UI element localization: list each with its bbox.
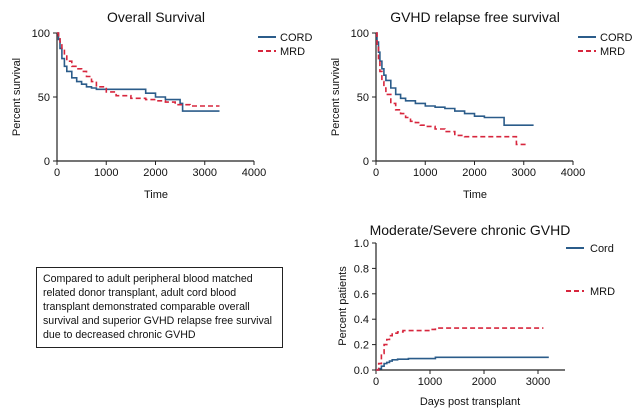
series-line-mrd <box>57 32 220 107</box>
legend-label-cord: Cord <box>590 243 614 255</box>
chronic-gvhd-panel: Moderate/Severe chronic GVHD Days post t… <box>337 222 615 408</box>
chart-title: Overall Survival <box>107 9 205 25</box>
y-tick-label: 50 <box>38 92 50 104</box>
series-line-cord <box>376 356 549 371</box>
x-tick-label: 4000 <box>242 167 266 179</box>
x-tick-label: 1000 <box>418 376 442 388</box>
y-tick-label: 0.2 <box>354 340 369 352</box>
x-axis-label: Days post transplant <box>420 396 520 408</box>
y-tick-label: 0.8 <box>354 263 369 275</box>
x-tick-label: 1000 <box>413 167 437 179</box>
y-tick-label: 100 <box>351 28 369 40</box>
chart-title: GVHD relapse free survival <box>390 9 560 25</box>
legend-label-mrd: MRD <box>280 46 305 58</box>
legend: CORD MRD <box>578 32 632 58</box>
y-tick-label: 0.0 <box>354 365 369 377</box>
x-tick-label: 0 <box>373 167 379 179</box>
y-tick-label: 0.6 <box>354 289 369 301</box>
y-tick-label: 1.0 <box>354 238 369 250</box>
y-axis-label: Percent survival <box>330 58 342 136</box>
chart-title: Moderate/Severe chronic GVHD <box>370 222 571 238</box>
series-line-cord <box>376 32 534 126</box>
summary-text: Compared to adult peripheral blood match… <box>43 273 273 341</box>
legend-label-mrd: MRD <box>590 286 615 298</box>
y-axis-label: Percent patients <box>337 266 349 346</box>
series-line-mrd <box>376 32 527 146</box>
summary-box: Compared to adult peripheral blood match… <box>36 267 283 348</box>
legend-label-cord: CORD <box>600 32 632 44</box>
overall-survival-panel: Overall Survival Time Percent survival 0… <box>11 9 312 201</box>
x-tick-label: 0 <box>373 376 379 388</box>
x-axis-label: Time <box>463 189 487 201</box>
legend: CORD MRD <box>258 32 312 58</box>
x-tick-label: 2000 <box>143 167 167 179</box>
x-tick-label: 3000 <box>512 167 536 179</box>
y-tick-label: 0 <box>44 156 50 168</box>
x-tick-label: 0 <box>54 167 60 179</box>
y-axis-label: Percent survival <box>11 58 23 136</box>
legend-label-mrd: MRD <box>600 46 625 58</box>
series-line-mrd <box>376 327 544 371</box>
y-tick-label: 0 <box>363 156 369 168</box>
gvhd-relapse-free-survival-panel: GVHD relapse free survival Time Percent … <box>330 9 632 201</box>
x-tick-label: 4000 <box>561 167 585 179</box>
x-tick-label: 1000 <box>94 167 118 179</box>
x-tick-label: 2000 <box>462 167 486 179</box>
y-tick-label: 50 <box>357 92 369 104</box>
x-axis-label: Time <box>144 189 168 201</box>
series-line-cord <box>57 32 220 112</box>
y-tick-label: 0.4 <box>354 314 369 326</box>
legend: Cord MRD <box>566 243 615 298</box>
y-tick-label: 100 <box>32 28 50 40</box>
x-tick-label: 2000 <box>472 376 496 388</box>
x-tick-label: 3000 <box>526 376 550 388</box>
legend-label-cord: CORD <box>280 32 312 44</box>
x-tick-label: 3000 <box>193 167 217 179</box>
